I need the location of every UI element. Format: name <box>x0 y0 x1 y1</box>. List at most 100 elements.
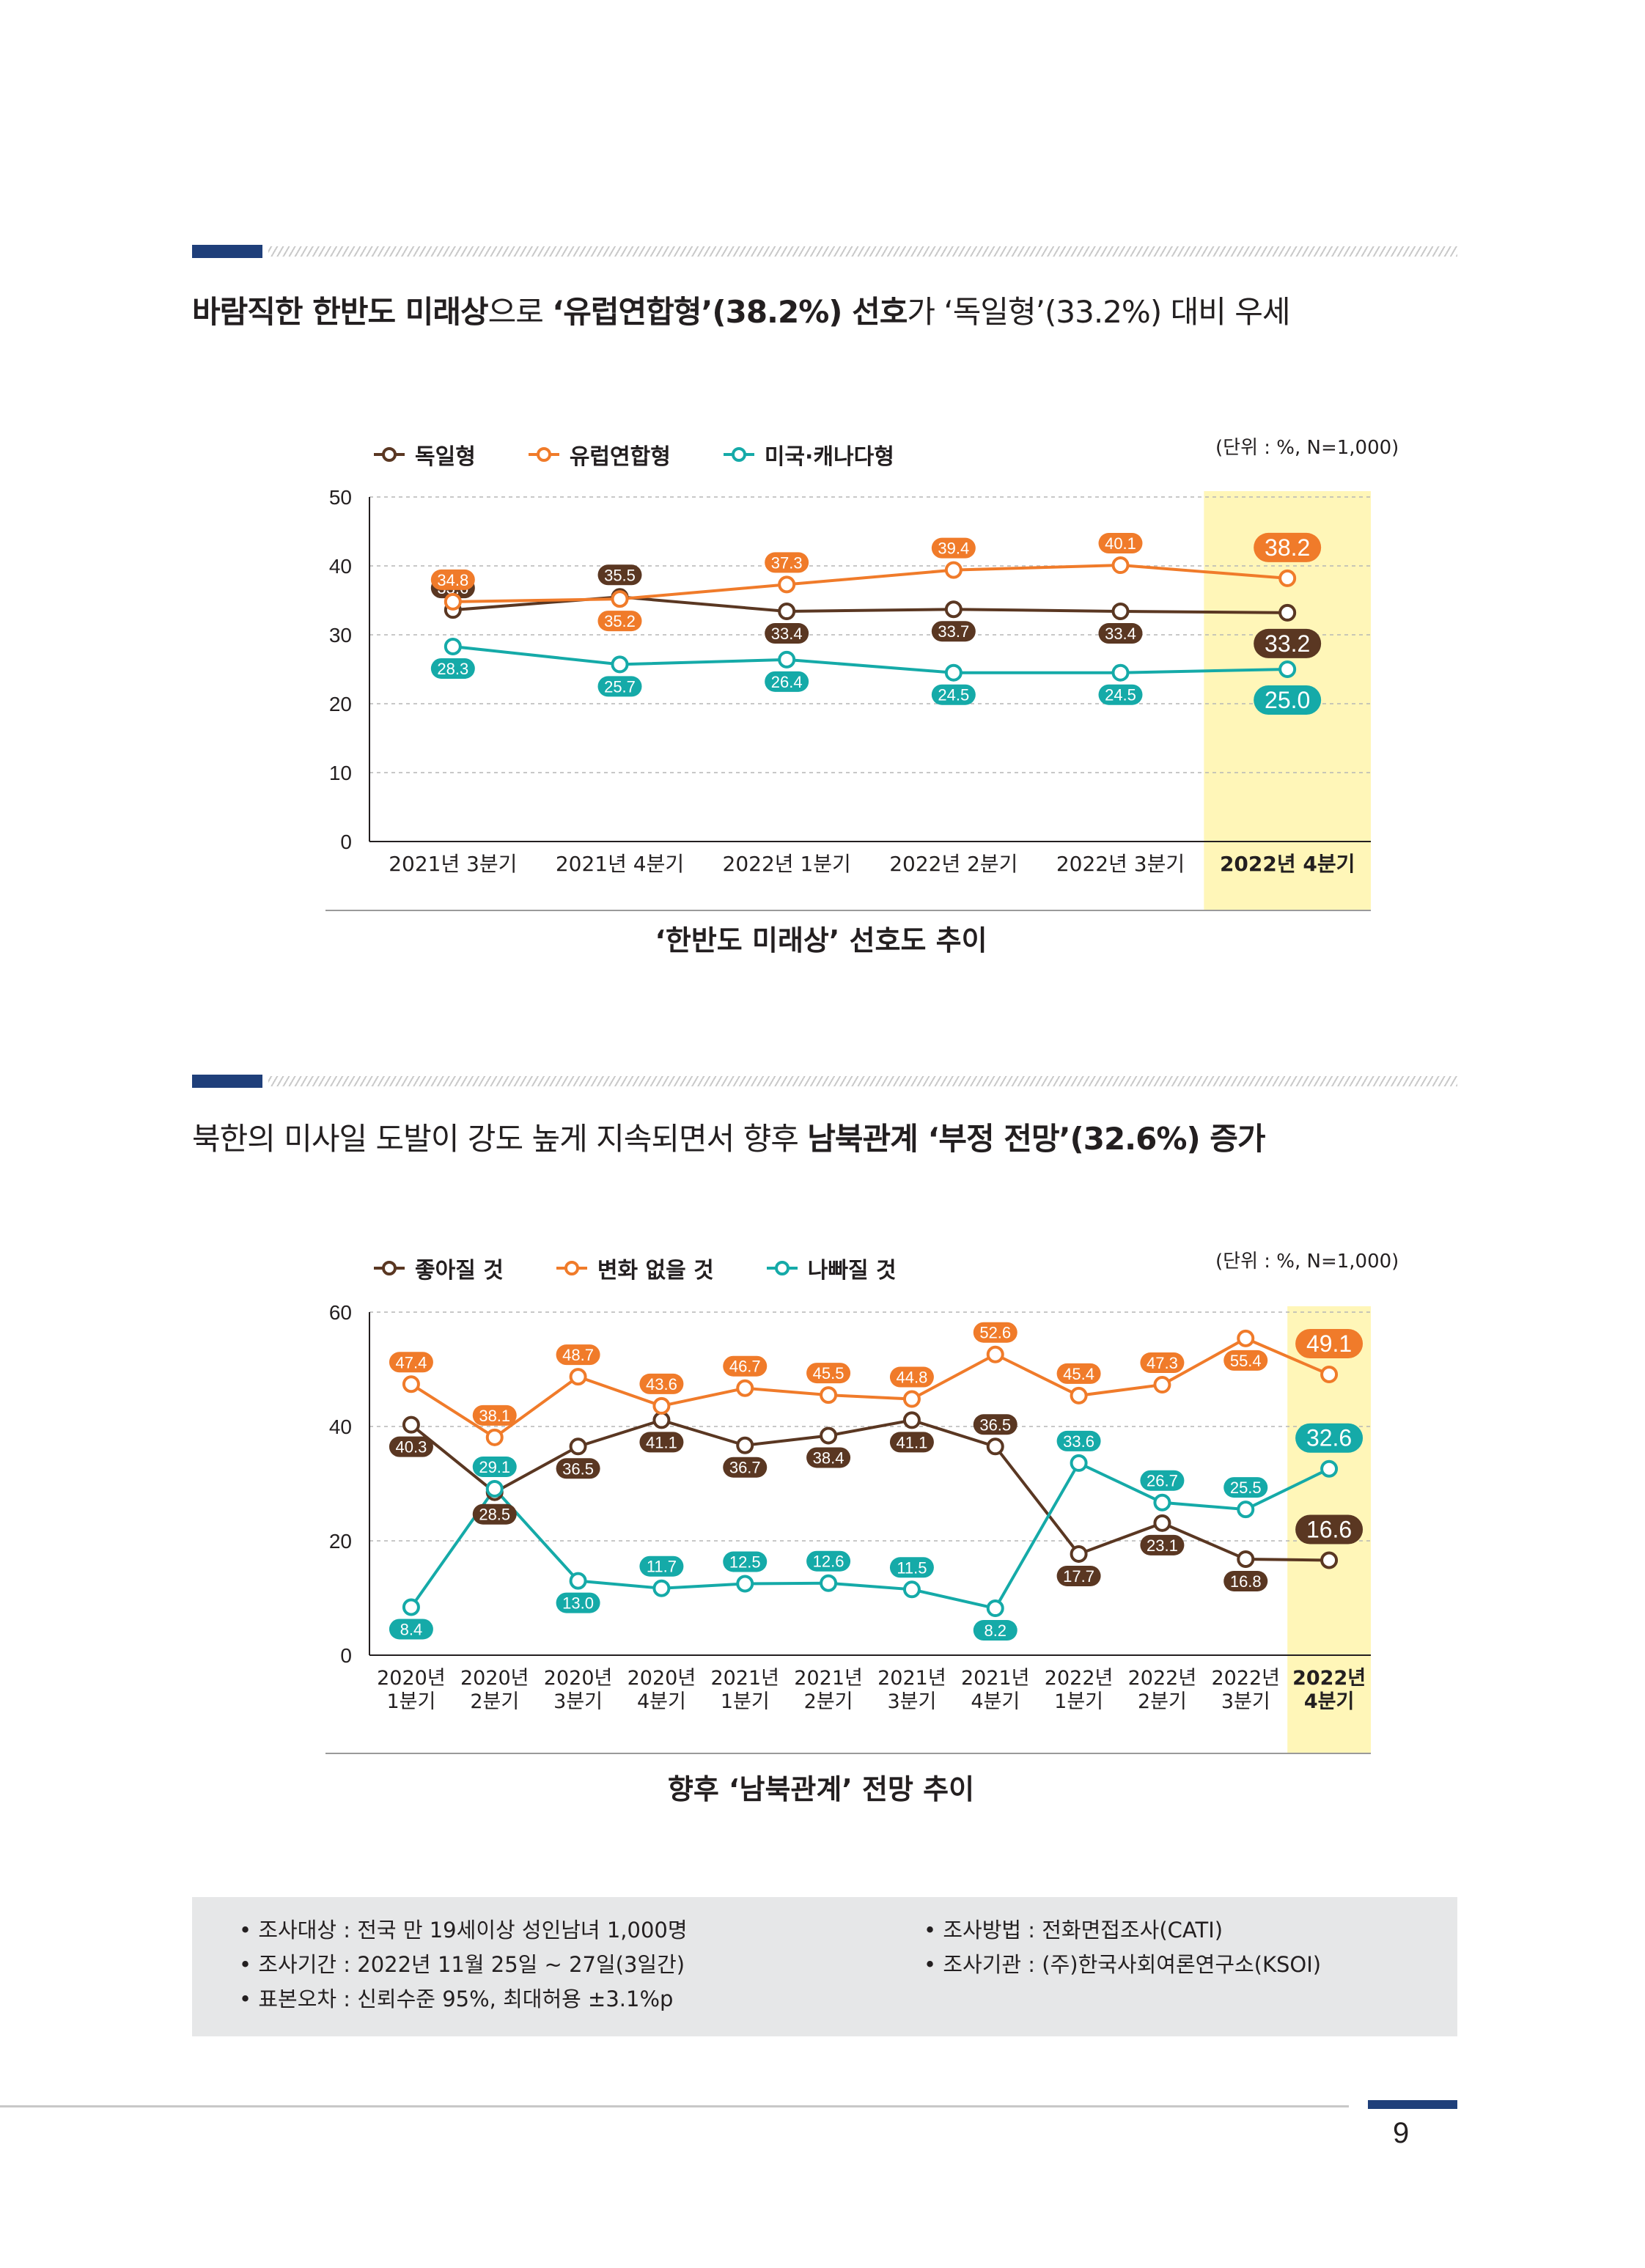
y-tick-label: 0 <box>340 1644 352 1667</box>
data-label-bg <box>931 684 976 705</box>
data-label-bg <box>1223 1477 1268 1498</box>
survey-info-left: 조사대상 : 전국 만 19세이상 성인남녀 1,000명 조사기간 : 202… <box>239 1913 688 2017</box>
data-point <box>736 1436 754 1454</box>
data-point <box>820 1426 838 1445</box>
data-point <box>611 590 629 608</box>
chart-2-legend: 좋아질 것 변화 없을 것 나빠질 것 <box>372 1252 897 1284</box>
data-label: 13.0 <box>562 1594 594 1613</box>
data-label: 47.3 <box>1147 1354 1178 1372</box>
x-tick-label: 2022년 1분기 <box>723 852 851 876</box>
data-point <box>1111 603 1130 621</box>
survey-error: 표본오차 : 신뢰수준 95%, 최대허용 ±3.1%p <box>239 1982 688 2017</box>
data-point <box>820 1386 838 1404</box>
data-label: 43.6 <box>646 1375 677 1393</box>
data-label: 26.4 <box>771 673 803 691</box>
data-label-bg <box>472 1503 517 1525</box>
data-label-bg <box>1295 1514 1364 1544</box>
data-label: 24.5 <box>1105 686 1136 704</box>
survey-info-right: 조사방법 : 전화면접조사(CATI) 조사기관 : (주)한국사회여론연구소(… <box>924 1913 1321 1982</box>
data-label: 38.4 <box>813 1448 844 1467</box>
data-point <box>652 1411 671 1429</box>
chart-2-svg: 02040602020년1분기2020년2분기2020년3분기2020년4분기2… <box>325 1301 1371 1754</box>
data-point <box>485 1480 504 1498</box>
data-label: 25.7 <box>604 677 636 696</box>
data-point <box>986 1345 1004 1363</box>
data-label-bg <box>723 1457 768 1478</box>
data-point <box>778 603 796 621</box>
data-label-bg <box>723 1551 768 1572</box>
data-label: 25.0 <box>1265 687 1310 713</box>
chart-1-legend: 독일형 유럽연합형 미국·캐나다형 <box>372 438 894 471</box>
data-label-bg <box>765 623 809 644</box>
data-label: 52.6 <box>979 1324 1011 1342</box>
data-point <box>652 1396 671 1415</box>
y-tick-label: 40 <box>329 555 352 578</box>
data-point <box>1111 663 1130 682</box>
data-point <box>1153 1493 1171 1512</box>
data-point <box>1278 569 1297 587</box>
data-label: 35.2 <box>604 612 636 630</box>
data-label: 16.6 <box>1306 1517 1352 1543</box>
data-label-bg <box>556 1592 600 1613</box>
data-label-bg <box>765 671 809 692</box>
data-label: 40.3 <box>396 1438 427 1457</box>
section-divider-1 <box>192 245 1457 258</box>
data-label-bg <box>639 1555 684 1577</box>
data-label-bg <box>806 1550 851 1572</box>
data-point <box>902 1411 921 1429</box>
data-point <box>611 655 629 674</box>
x-tick-label: 2022년 2분기 <box>889 852 1017 876</box>
legend-label: 변화 없을 것 <box>597 1258 714 1284</box>
data-point <box>1320 1459 1339 1478</box>
chart-1-unit-note: (단위 : %, N=1,000) <box>1215 437 1399 459</box>
data-label: 17.7 <box>1063 1567 1094 1586</box>
data-label-bg <box>806 1363 851 1384</box>
data-label-bg <box>389 1619 433 1640</box>
x-tick-label: 2022년 <box>1211 1667 1280 1690</box>
x-tick-label: 2021년 <box>961 1667 1030 1690</box>
y-tick-label: 0 <box>340 831 352 853</box>
data-point <box>569 1437 587 1456</box>
legend-swatch-icon <box>528 447 559 462</box>
survey-agency: 조사기관 : (주)한국사회여론연구소(KSOI) <box>924 1948 1321 1982</box>
data-label-bg <box>889 1366 934 1388</box>
data-point <box>444 592 462 611</box>
data-label: 12.6 <box>813 1553 844 1571</box>
data-point <box>1153 1514 1171 1532</box>
data-label: 38.2 <box>1265 534 1310 561</box>
x-tick-label: 3분기 <box>887 1690 936 1713</box>
data-label-bg <box>1098 684 1143 705</box>
series-line <box>410 1336 1330 1440</box>
legend-swatch-icon <box>374 1261 405 1275</box>
data-label: 25.5 <box>1230 1479 1262 1497</box>
y-tick-label: 10 <box>329 762 352 784</box>
data-point <box>1070 1544 1088 1563</box>
data-label-bg <box>973 1322 1017 1343</box>
x-tick-label: 2분기 <box>470 1690 519 1713</box>
heading-2-part-1: 남북관계 ‘부정 전망’(32.6%) 증가 <box>807 1121 1265 1157</box>
data-label-bg <box>1254 628 1322 658</box>
data-label: 33.6 <box>1063 1432 1094 1451</box>
data-point <box>1278 603 1297 622</box>
data-label-bg <box>1056 1565 1101 1586</box>
x-tick-label: 4분기 <box>637 1690 686 1713</box>
data-point <box>402 1415 420 1434</box>
chart-2-unit-note: (단위 : %, N=1,000) <box>1215 1251 1399 1273</box>
data-point <box>820 1574 838 1592</box>
data-label: 36.5 <box>979 1415 1011 1434</box>
data-label: 23.1 <box>1147 1536 1178 1555</box>
chart-1-svg: 0 10 20 30 40 50 2021년 3분기 2021년 4분기 2022년 1분기 20… <box>325 486 1371 911</box>
data-point <box>1278 660 1297 678</box>
data-point <box>569 1368 587 1386</box>
data-point <box>652 1579 671 1597</box>
x-tick-label: 2021년 <box>710 1667 779 1690</box>
data-point <box>1070 1454 1088 1472</box>
y-tick-label: 60 <box>329 1301 352 1324</box>
legend-item-2-0: 좋아질 것 <box>372 1252 504 1284</box>
heading-1-part-3: 가 ‘독일형’(33.2%) 대비 우세 <box>907 294 1290 330</box>
legend-swatch-icon <box>766 1261 798 1275</box>
x-tick-label: 2021년 <box>877 1667 946 1690</box>
data-point <box>569 1572 587 1590</box>
x-tick-label: 2021년 4분기 <box>556 852 684 876</box>
data-label: 36.5 <box>562 1459 594 1478</box>
